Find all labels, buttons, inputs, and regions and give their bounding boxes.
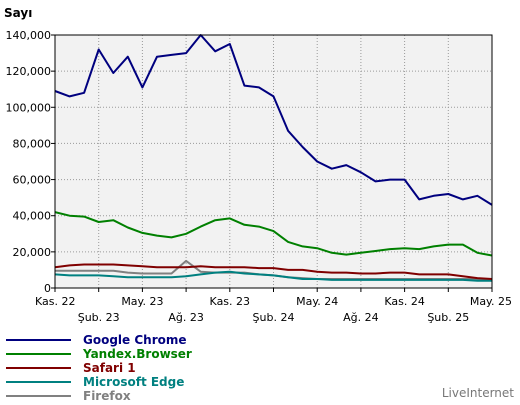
legend-label: Yandex.Browser [83, 347, 192, 361]
series-lines [54, 34, 493, 282]
legend: Google Chrome Yandex.Browser Safari 1 Micro… [6, 333, 192, 403]
legend-swatch [6, 353, 71, 355]
legend-label: Microsoft Edge [83, 375, 185, 389]
x-tick-label: Kas. 22 [35, 295, 75, 308]
x-tick-label: Ağ. 23 [168, 311, 204, 324]
legend-swatch [6, 367, 71, 369]
legend-swatch [6, 381, 71, 383]
legend-item: Yandex.Browser [6, 347, 192, 361]
legend-item: Firefox [6, 389, 192, 403]
series-line [54, 270, 492, 282]
x-tick-label: May. 23 [121, 295, 163, 308]
y-axis-ticks: 0 20,000 40,000 60,000 80,000 100,000 120,000 1… [6, 29, 55, 295]
y-tick-label: 20,000 [13, 246, 52, 259]
brand-label: LiveInternet [441, 386, 514, 400]
y-tick-label: 100,000 [6, 101, 52, 114]
legend-label: Google Chrome [83, 333, 187, 347]
legend-label: Firefox [83, 389, 131, 403]
y-tick-label: 140,000 [6, 29, 52, 42]
x-tick-label: May. 25 [470, 295, 512, 308]
y-axis-label: Sayı [4, 6, 32, 20]
x-tick-label: Şub. 23 [78, 311, 120, 324]
x-tick-label: Kas. 24 [384, 295, 424, 308]
legend-swatch [6, 395, 71, 397]
y-tick-label: 60,000 [13, 174, 52, 187]
legend-item: Microsoft Edge [6, 375, 192, 389]
legend-label: Safari 1 [83, 361, 136, 375]
x-tick-label: Kas. 23 [210, 295, 250, 308]
series-line [54, 34, 493, 206]
x-tick-label: Şub. 24 [253, 311, 295, 324]
x-tick-label: May. 24 [296, 295, 338, 308]
legend-item: Safari 1 [6, 361, 192, 375]
series-line [54, 263, 493, 280]
series-line [54, 211, 493, 257]
x-tick-label: Ağ. 24 [343, 311, 379, 324]
y-tick-label: 80,000 [13, 137, 52, 150]
y-tick-label: 40,000 [13, 210, 52, 223]
y-tick-label: 0 [44, 282, 51, 295]
x-tick-label: Şub. 25 [427, 311, 469, 324]
legend-swatch [6, 339, 71, 341]
legend-item: Google Chrome [6, 333, 192, 347]
grid [55, 35, 492, 288]
y-tick-label: 120,000 [6, 65, 52, 78]
